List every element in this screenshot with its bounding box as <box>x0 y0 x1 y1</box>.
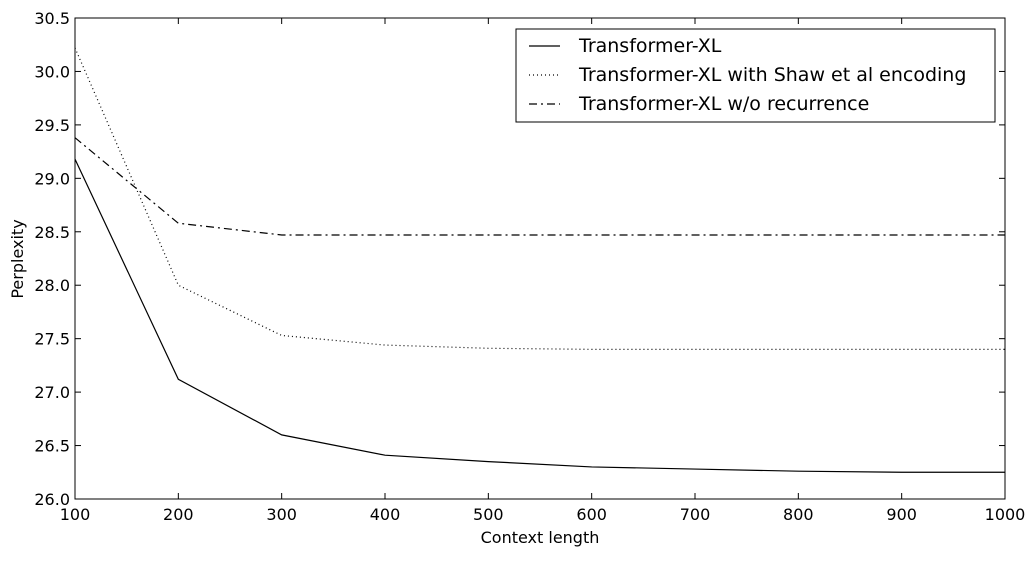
y-tick-label: 29.0 <box>34 169 70 188</box>
legend-label-transformer-xl: Transformer-XL <box>578 35 722 57</box>
data-point-s0-7 <box>798 471 799 472</box>
x-tick-label: 300 <box>266 505 297 524</box>
x-tick-label: 900 <box>886 505 917 524</box>
data-point-s2-3 <box>384 234 385 235</box>
y-tick-label: 26.0 <box>34 490 70 509</box>
data-point-s0-3 <box>384 455 385 456</box>
y-tick-label: 29.5 <box>34 116 70 135</box>
data-point-s0-4 <box>488 461 489 462</box>
x-axis-label: Context length <box>481 528 600 547</box>
legend-label-shaw-encoding: Transformer-XL with Shaw et al encoding <box>578 64 966 86</box>
data-point-s1-3 <box>384 344 385 345</box>
legend: Transformer-XL Transformer-XL with Shaw … <box>515 28 996 123</box>
y-tick-label: 28.5 <box>34 223 70 242</box>
series-layer <box>74 47 1005 473</box>
x-tick-label: 700 <box>680 505 711 524</box>
data-point-s1-1 <box>178 285 179 286</box>
x-tick-label: 600 <box>576 505 607 524</box>
data-point-s1-2 <box>281 335 282 336</box>
x-tick-label: 400 <box>370 505 401 524</box>
data-point-s0-6 <box>694 468 695 469</box>
data-point-s2-1 <box>178 223 179 224</box>
data-point-s0-8 <box>901 472 902 473</box>
x-tick-label: 1000 <box>985 505 1026 524</box>
x-tick-label: 500 <box>473 505 504 524</box>
data-point-s0-5 <box>591 466 592 467</box>
data-point-s1-5 <box>591 349 592 350</box>
x-tick-label: 800 <box>783 505 814 524</box>
y-tick-label: 27.5 <box>34 330 70 349</box>
y-tick-label: 30.0 <box>34 62 70 81</box>
series-line-0 <box>74 158 1005 473</box>
y-tick-label: 28.0 <box>34 276 70 295</box>
y-axis-label: Perplexity <box>8 219 27 298</box>
data-point-s0-2 <box>281 434 282 435</box>
data-point-s2-2 <box>281 234 282 235</box>
x-tick-label: 200 <box>163 505 194 524</box>
data-point-s1-4 <box>488 348 489 349</box>
data-point-s0-1 <box>178 379 179 380</box>
data-point-s2-6 <box>694 234 695 235</box>
data-point-s2-4 <box>488 234 489 235</box>
data-point-s1-8 <box>901 349 902 350</box>
legend-frame <box>515 28 996 123</box>
y-tick-label: 30.5 <box>34 9 70 28</box>
x-tick-label: 100 <box>60 505 91 524</box>
ticks-layer: 100 200 300 400 500 600 700 800 900 1000 26.0 26.5 2… <box>34 9 1025 524</box>
series-line-2 <box>74 137 1005 236</box>
data-point-s1-6 <box>694 349 695 350</box>
series-line-1 <box>74 47 1005 350</box>
y-tick-label: 27.0 <box>34 383 70 402</box>
legend-label-no-recurrence: Transformer-XL w/o recurrence <box>578 93 869 115</box>
data-point-s2-5 <box>591 234 592 235</box>
y-tick-label: 26.5 <box>34 437 70 456</box>
data-point-s2-8 <box>901 234 902 235</box>
data-point-s1-7 <box>798 349 799 350</box>
data-point-s2-7 <box>798 234 799 235</box>
plot-frame <box>74 17 1006 500</box>
